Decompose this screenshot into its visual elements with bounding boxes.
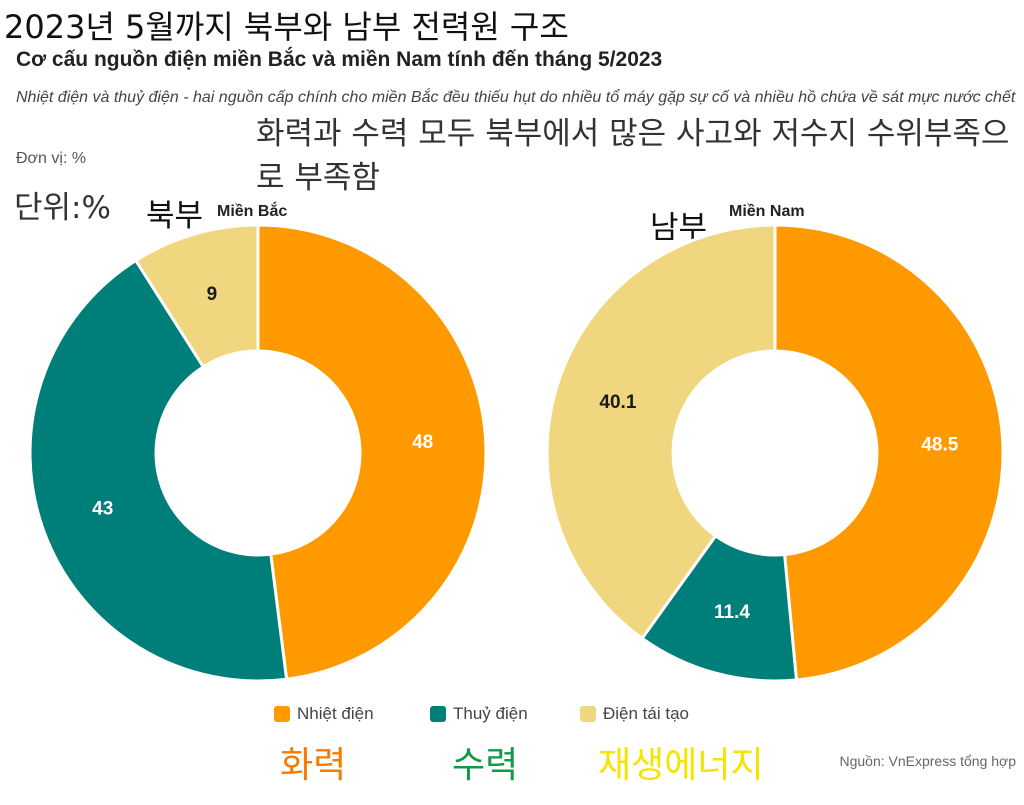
page-title-korean: 2023년 5월까지 북부와 남부 전력원 구조: [4, 8, 569, 46]
legend-item-hydro: Thuỷ điện: [430, 704, 528, 724]
north-slice-thermal: [256, 223, 488, 681]
legend-label-renewable: Điện tái tạo: [603, 704, 689, 723]
page-subtitle: Nhiệt điện và thuỷ điện - hai nguồn cấp …: [16, 89, 1016, 106]
south-data-label-hydro: 11.4: [714, 602, 750, 623]
north-slice-hydro: [28, 258, 289, 683]
north-data-label-hydro: 43: [92, 498, 113, 519]
south-data-label-renewable: 40.1: [599, 392, 636, 413]
legend-label-hydro: Thuỷ điện: [453, 704, 528, 723]
legend-swatch-thermal: [274, 706, 290, 722]
source-note: Nguồn: VnExpress tổng hợp: [839, 753, 1016, 769]
north-slice-renewable: [134, 223, 260, 369]
unit-label: Đơn vị: %: [16, 150, 87, 167]
legend-label-thermal-korean: 화력: [280, 745, 347, 786]
legend-label-thermal: Nhiệt điện: [297, 704, 374, 723]
south-slice-thermal: [773, 223, 1005, 682]
north-data-label-thermal: 48: [412, 432, 433, 453]
page-subtitle-korean: 화력과 수력 모두 북부에서 많은 사고와 저수지 수위부족으로 부족함: [256, 116, 1010, 196]
legend-swatch-hydro: [430, 706, 446, 722]
south-data-label-thermal: 48.5: [921, 435, 958, 456]
legend-label-hydro-korean: 수력: [452, 745, 519, 786]
legend-swatch-renewable: [580, 706, 596, 722]
legend-label-renewable-korean: 재생에너지: [598, 745, 764, 786]
north-chart-title-korean: 북부: [146, 198, 204, 234]
south-slice-renewable: [545, 223, 777, 640]
legend-item-thermal: Nhiệt điện: [274, 704, 374, 724]
legend-item-renewable: Điện tái tạo: [580, 704, 689, 724]
south-chart-title: Miền Nam: [729, 203, 805, 220]
unit-label-korean: 단위:%: [14, 190, 111, 226]
north-chart-title: Miền Bắc: [217, 203, 288, 220]
north-data-label-renewable: 9: [207, 284, 218, 305]
page-title: Cơ cấu nguồn điện miền Bắc và miền Nam t…: [16, 48, 663, 71]
